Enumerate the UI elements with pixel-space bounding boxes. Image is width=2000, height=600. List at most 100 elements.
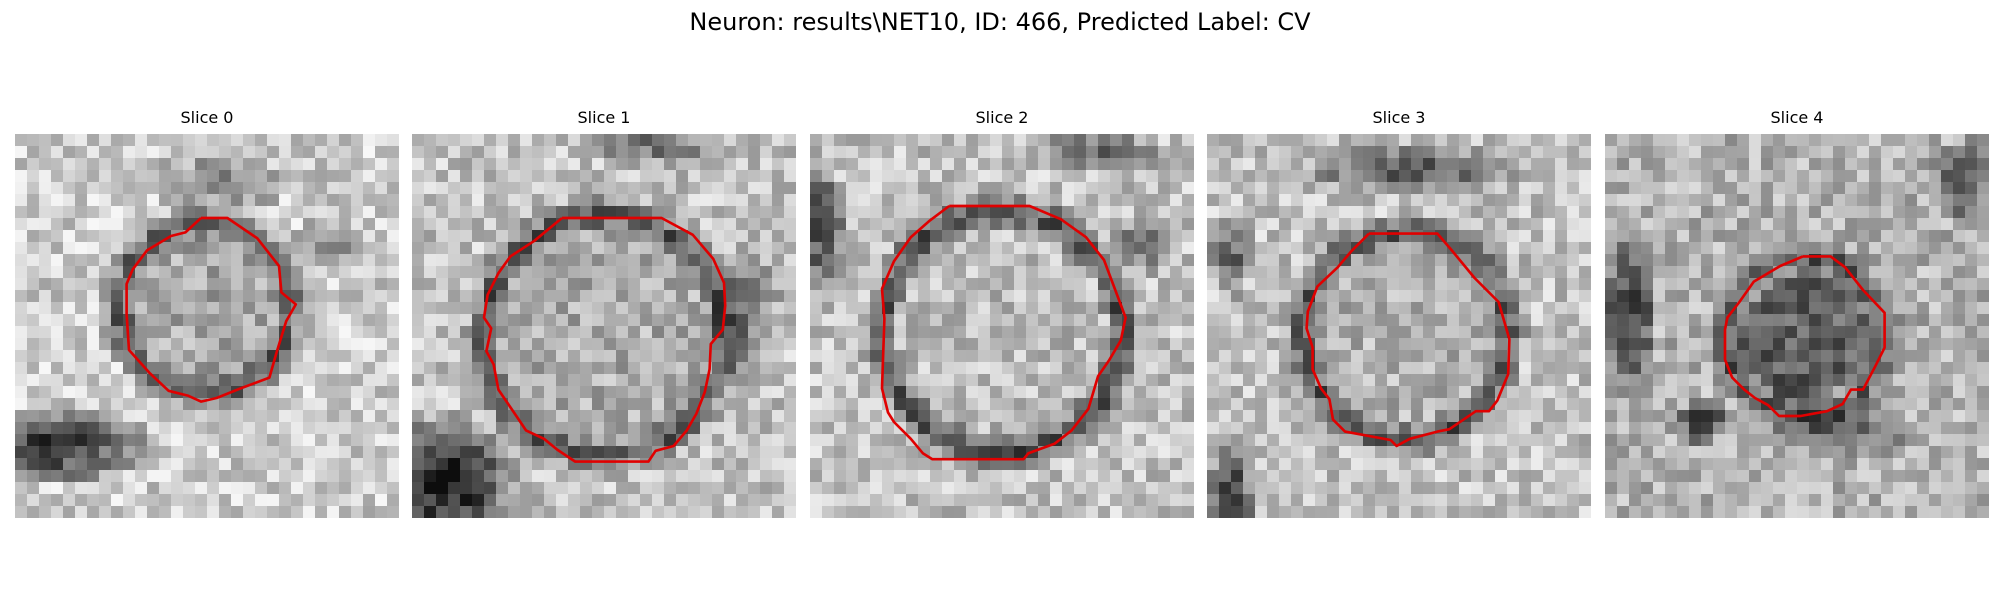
image-pixel — [1555, 242, 1568, 255]
image-pixel — [858, 494, 871, 507]
image-pixel — [1122, 458, 1135, 471]
image-pixel — [724, 146, 737, 159]
image-pixel — [1158, 410, 1171, 423]
image-pixel — [966, 182, 979, 195]
image-pixel — [1555, 434, 1568, 447]
image-pixel — [652, 338, 665, 351]
image-pixel — [870, 458, 883, 471]
image-pixel — [436, 374, 449, 387]
image-pixel — [207, 482, 220, 495]
image-pixel — [351, 374, 364, 387]
image-pixel — [1941, 206, 1954, 219]
image-pixel — [1629, 374, 1642, 387]
image-pixel — [580, 458, 593, 471]
image-pixel — [111, 278, 124, 291]
image-pixel — [1483, 182, 1496, 195]
image-pixel — [604, 398, 617, 411]
image-pixel — [1219, 434, 1232, 447]
image-pixel — [1243, 218, 1256, 231]
image-pixel — [231, 314, 244, 327]
image-pixel — [1423, 182, 1436, 195]
image-pixel — [1701, 338, 1714, 351]
image-pixel — [1965, 254, 1978, 267]
image-pixel — [1158, 314, 1171, 327]
image-pixel — [1507, 218, 1520, 231]
image-pixel — [1267, 470, 1280, 483]
image-pixel — [1375, 362, 1388, 375]
image-pixel — [255, 326, 268, 339]
image-pixel — [580, 506, 593, 518]
image-pixel — [75, 374, 88, 387]
image-pixel — [1929, 350, 1942, 363]
image-pixel — [652, 362, 665, 375]
image-pixel — [1917, 398, 1930, 411]
image-pixel — [508, 470, 521, 483]
image-pixel — [219, 470, 232, 483]
image-pixel — [243, 410, 256, 423]
image-pixel — [63, 266, 76, 279]
image-pixel — [1207, 362, 1220, 375]
image-pixel — [1531, 446, 1544, 459]
image-pixel — [1134, 314, 1147, 327]
image-pixel — [760, 218, 773, 231]
image-pixel — [1677, 170, 1690, 183]
image-pixel — [1857, 362, 1870, 375]
image-pixel — [1351, 410, 1364, 423]
image-pixel — [688, 242, 701, 255]
image-pixel — [520, 182, 533, 195]
image-pixel — [1014, 446, 1027, 459]
image-pixel — [1098, 482, 1111, 495]
image-pixel — [1014, 362, 1027, 375]
image-pixel — [580, 146, 593, 159]
image-pixel — [279, 254, 292, 267]
image-pixel — [1134, 350, 1147, 363]
image-pixel — [1303, 278, 1316, 291]
image-pixel — [664, 278, 677, 291]
image-pixel — [1315, 398, 1328, 411]
image-pixel — [243, 386, 256, 399]
image-pixel — [1207, 206, 1220, 219]
image-pixel — [520, 314, 533, 327]
image-pixel — [267, 398, 280, 411]
image-pixel — [424, 362, 437, 375]
image-pixel — [1821, 398, 1834, 411]
image-pixel — [1629, 158, 1642, 171]
image-pixel — [424, 374, 437, 387]
image-pixel — [424, 194, 437, 207]
image-pixel — [1110, 410, 1123, 423]
image-pixel — [1387, 206, 1400, 219]
image-pixel — [1435, 386, 1448, 399]
image-pixel — [267, 182, 280, 195]
image-pixel — [772, 146, 785, 159]
image-pixel — [424, 326, 437, 339]
image-pixel — [930, 494, 943, 507]
image-pixel — [1291, 374, 1304, 387]
image-pixel — [63, 278, 76, 291]
image-pixel — [1134, 386, 1147, 399]
image-pixel — [1255, 506, 1268, 518]
image-pixel — [424, 218, 437, 231]
image-pixel — [99, 266, 112, 279]
image-pixel — [27, 374, 40, 387]
image-pixel — [1677, 410, 1690, 423]
image-pixel — [846, 134, 859, 147]
image-pixel — [724, 350, 737, 363]
image-pixel — [1761, 326, 1774, 339]
image-pixel — [1953, 266, 1966, 279]
image-pixel — [1471, 506, 1484, 518]
image-pixel — [700, 230, 713, 243]
image-pixel — [1579, 170, 1591, 183]
image-pixel — [616, 314, 629, 327]
image-pixel — [966, 434, 979, 447]
image-pixel — [1303, 410, 1316, 423]
slice-image-2 — [810, 134, 1194, 518]
image-pixel — [966, 170, 979, 183]
image-pixel — [1929, 278, 1942, 291]
image-pixel — [1519, 326, 1532, 339]
image-pixel — [351, 230, 364, 243]
image-pixel — [1617, 374, 1630, 387]
image-pixel — [1146, 494, 1159, 507]
image-pixel — [412, 170, 425, 183]
image-pixel — [1725, 266, 1738, 279]
image-pixel — [1267, 386, 1280, 399]
